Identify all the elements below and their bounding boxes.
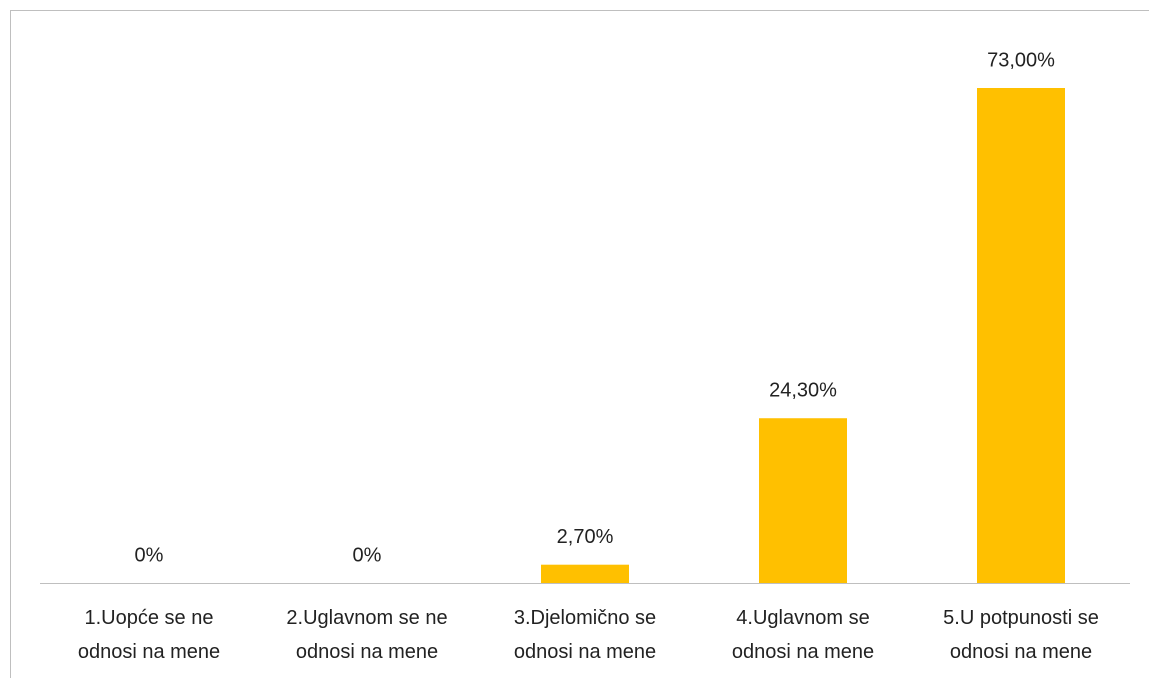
x-tick-label: 4.Uglavnom se odnosi na mene [731, 607, 875, 663]
data-label: 2,70% [557, 526, 614, 548]
data-label: 0% [353, 544, 382, 566]
x-tick-label: 1.Uopće se ne odnosi na mene [77, 607, 221, 663]
x-tick-label: 3.Djelomično se odnosi na mene [513, 607, 657, 663]
bar [541, 564, 629, 583]
x-tick-label: 2.Uglavnom se ne odnosi na mene [286, 607, 448, 663]
x-tick-label: 5.U potpunosti se odnosi na mene [943, 607, 1099, 663]
bar [759, 418, 847, 583]
chart-frame [10, 10, 1149, 678]
data-label: 24,30% [769, 380, 837, 402]
data-label: 73,00% [987, 49, 1055, 71]
bar [977, 88, 1065, 583]
data-label: 0% [135, 544, 164, 566]
